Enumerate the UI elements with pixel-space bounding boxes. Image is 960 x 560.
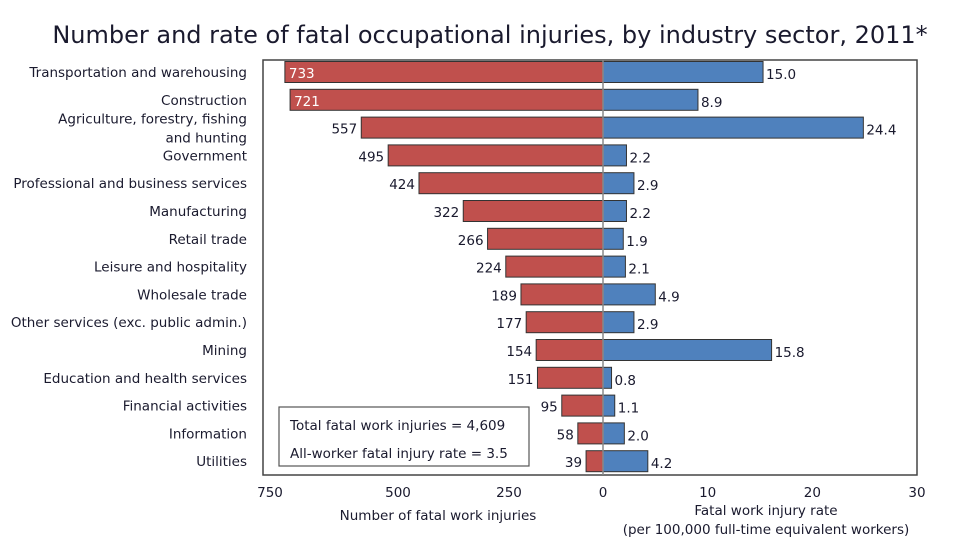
injuries-bar [520,283,604,306]
rate-value-label: 2.9 [637,317,658,333]
rate-bar [602,394,616,417]
injuries-bar [561,394,604,417]
injuries-value-label: 266 [458,233,484,249]
rate-bar [602,339,773,361]
injuries-bar [418,172,604,195]
category-label: Education and health services [43,371,247,387]
rate-value-label: 24.4 [866,123,896,139]
injuries-value-label: 58 [557,427,574,443]
injuries-bar [505,255,604,278]
injuries-bar [577,422,604,445]
left-tick-label: 750 [257,485,283,501]
injuries-value-label: 154 [506,344,532,360]
category-label: Manufacturing [149,204,247,220]
injuries-value-label: 322 [433,205,459,221]
rate-bar [602,116,864,139]
rate-value-label: 2.2 [629,150,650,166]
category-label: and hunting [165,131,247,147]
summary-box [278,406,530,467]
summary-total: Total fatal work injuries = 4,609 [289,418,505,434]
left-tick-label: 0 [599,485,608,501]
right-axis-label: Fatal work injury rate [694,503,837,519]
injuries-value-label: 189 [491,288,517,304]
rate-value-label: 8.9 [701,95,722,111]
rate-bar [602,450,649,473]
rate-value-label: 4.9 [658,289,679,305]
plot-frame [262,59,918,476]
rate-bar [602,200,627,222]
rate-value-label: 2.9 [637,178,658,194]
rate-bar [602,366,613,389]
chart-title: Number and rate of fatal occupational in… [52,21,927,49]
category-label: Agriculture, forestry, fishing [58,112,247,128]
rate-value-label: 2.0 [627,428,648,444]
rate-bar [602,88,699,111]
right-tick-label: 20 [804,485,821,501]
category-label: Utilities [196,454,247,470]
category-label: Leisure and hospitality [94,260,247,276]
rate-bar [602,311,635,334]
rate-value-label: 15.0 [766,67,796,83]
injuries-bar [487,227,604,250]
rate-bar [602,172,635,195]
category-label: Mining [202,343,247,359]
left-tick-label: 500 [385,485,411,501]
injuries-value-label: 424 [389,177,415,193]
injuries-bar [387,144,604,167]
rate-bar [602,283,656,306]
summary-rate: All-worker fatal injury rate = 3.5 [290,446,508,462]
injuries-value-label: 557 [331,122,357,138]
category-label: Financial activities [123,399,247,415]
rate-value-label: 2.2 [629,206,650,222]
rate-value-label: 0.8 [615,373,636,389]
category-label: Other services (exc. public admin.) [11,315,247,331]
injuries-value-label: 733 [289,66,315,82]
injuries-value-label: 721 [294,94,320,110]
rate-value-label: 1.9 [626,234,647,250]
injuries-bar [536,366,604,389]
rate-value-label: 4.2 [651,456,672,472]
injuries-value-label: 39 [565,455,582,471]
injuries-value-label: 224 [476,261,502,277]
right-tick-label: 30 [908,485,925,501]
injuries-value-label: 95 [541,400,558,416]
category-label: Construction [161,93,247,109]
right-tick-label: 10 [699,485,716,501]
rate-bar [602,422,625,445]
left-tick-label: 250 [496,485,522,501]
rate-value-label: 15.8 [775,345,805,361]
injuries-bar [535,339,604,361]
rate-value-label: 2.1 [628,262,649,278]
category-label: Retail trade [169,232,247,248]
category-label: Government [163,148,247,164]
rate-bar [602,227,624,250]
injuries-bar [462,200,604,222]
injuries-bar [289,88,604,111]
category-label: Transportation and warehousing [28,65,247,81]
category-label: Professional and business services [13,176,247,192]
category-label: Wholesale trade [137,287,247,303]
injuries-bar [360,116,604,139]
injuries-bar [585,450,604,473]
injuries-bar [284,61,604,83]
rate-value-label: 1.1 [618,401,639,417]
rate-bar [602,61,764,83]
left-axis-label: Number of fatal work injuries [340,508,537,524]
category-label: Information [169,426,247,442]
injuries-value-label: 177 [496,316,522,332]
rate-bar [602,255,626,278]
rate-bar [602,144,627,167]
right-axis-label-units: (per 100,000 full-time equivalent worker… [623,522,910,538]
injuries-bar [525,311,604,334]
injuries-value-label: 495 [358,149,384,165]
injuries-value-label: 151 [508,372,534,388]
